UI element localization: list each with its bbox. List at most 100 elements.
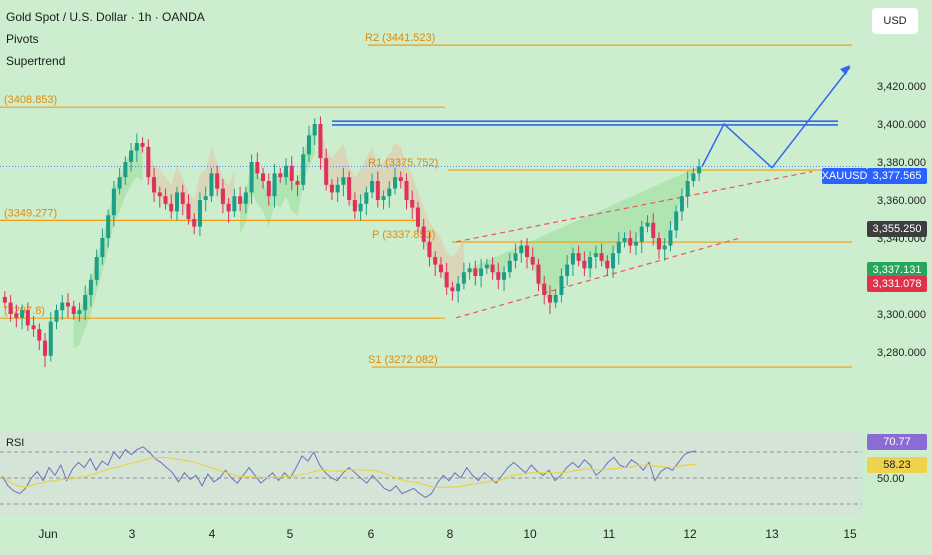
candle-body (77, 310, 82, 314)
candle-body (278, 173, 283, 178)
candle-body (347, 177, 352, 200)
candle-body (220, 188, 225, 204)
price-tick-label: 3,420.000 (877, 81, 926, 93)
candle-body (31, 325, 36, 330)
symbol-tag: XAUUSD (821, 168, 868, 184)
candle-body (444, 272, 449, 288)
projection-arrowhead (840, 65, 850, 75)
candle-body (295, 181, 300, 185)
candle-body (111, 188, 116, 216)
candle-body (140, 143, 145, 147)
candle-body (622, 238, 627, 242)
candle-body (456, 283, 461, 292)
pivot-label: P (3337.853) (372, 229, 435, 241)
candle-body (582, 260, 587, 269)
candle-body (197, 200, 202, 227)
last-price-tag: 3,377.565 (867, 168, 927, 184)
candle-body (341, 177, 346, 185)
candle-body (450, 287, 455, 292)
candle-body (186, 203, 191, 219)
channel-lower-line (455, 237, 741, 319)
candle-body (530, 257, 535, 265)
candle-body (284, 165, 289, 178)
candle-body (404, 181, 409, 200)
candle-body (335, 184, 340, 193)
time-tick-label: 8 (447, 527, 454, 541)
supertrend-up-band (469, 166, 700, 303)
candle-body (100, 238, 105, 257)
candle-body (329, 184, 334, 193)
candle-body (599, 253, 604, 261)
pivot-label: R2 (3441.523) (365, 32, 435, 44)
candle-body (421, 226, 426, 242)
candle-body (266, 181, 271, 197)
candle-body (48, 321, 53, 356)
candle-body (685, 181, 690, 197)
candle-body (169, 203, 174, 212)
bid-price-tag: 3,337.131 (867, 262, 927, 278)
candle-body (37, 329, 42, 341)
candle-body (209, 173, 214, 197)
rsi-pane-background (0, 432, 862, 516)
candle-body (117, 177, 122, 189)
candle-body (324, 158, 329, 185)
candle-body (639, 226, 644, 242)
candle-body (634, 241, 639, 246)
time-tick-label: 3 (129, 527, 136, 541)
rsi-pane-label: RSI (6, 437, 25, 449)
rsi-value-tag: 70.77 (867, 434, 927, 450)
candle-body (473, 268, 478, 276)
time-tick-label: 12 (683, 527, 697, 541)
candle-body (570, 253, 575, 265)
candle-body (674, 211, 679, 231)
candle-body (484, 264, 489, 269)
candle-body (542, 283, 547, 295)
candle-body (611, 253, 616, 269)
candle-body (232, 196, 237, 212)
candle-body (146, 146, 151, 178)
candle-body (427, 241, 432, 257)
candle-body (88, 279, 93, 295)
candle-body (180, 192, 185, 204)
candle-body (43, 340, 48, 356)
candle-body (203, 196, 208, 200)
candle-body (215, 173, 220, 189)
candle-body (226, 203, 231, 212)
candle-body (513, 253, 518, 261)
candle-body (593, 253, 598, 257)
candle-body (559, 276, 564, 295)
candle-body (507, 260, 512, 273)
supertrend-up-band (240, 124, 315, 235)
price-tick-label: 3,300.000 (877, 309, 926, 321)
candle-body (461, 272, 466, 284)
rsi-line (1, 446, 697, 499)
candle-body (8, 302, 13, 314)
candle-body (163, 196, 168, 204)
currency-button[interactable]: USD (872, 8, 918, 34)
candle-body (691, 173, 696, 181)
price-tick-label: 3,280.000 (877, 347, 926, 359)
candle-body (249, 162, 254, 193)
candle-body (312, 124, 317, 136)
candle-body (628, 238, 633, 246)
channel-upper-line (455, 170, 813, 243)
candle-body (645, 222, 650, 227)
candle-body (370, 181, 375, 193)
candle-body (358, 203, 363, 212)
candle-body (415, 207, 420, 227)
candle-body (94, 257, 99, 280)
candle-body (25, 310, 30, 326)
supertrend-indicator-label[interactable]: Supertrend (6, 54, 66, 68)
candle-body (651, 222, 656, 238)
candle-body (20, 310, 25, 318)
candle-body (375, 181, 380, 200)
candle-body (393, 177, 398, 189)
candle-body (519, 245, 524, 254)
candle-body (289, 165, 294, 181)
time-tick-label: 5 (287, 527, 294, 541)
time-tick-label: 4 (209, 527, 216, 541)
pivots-indicator-label[interactable]: Pivots (6, 32, 39, 46)
candle-body (174, 192, 180, 212)
